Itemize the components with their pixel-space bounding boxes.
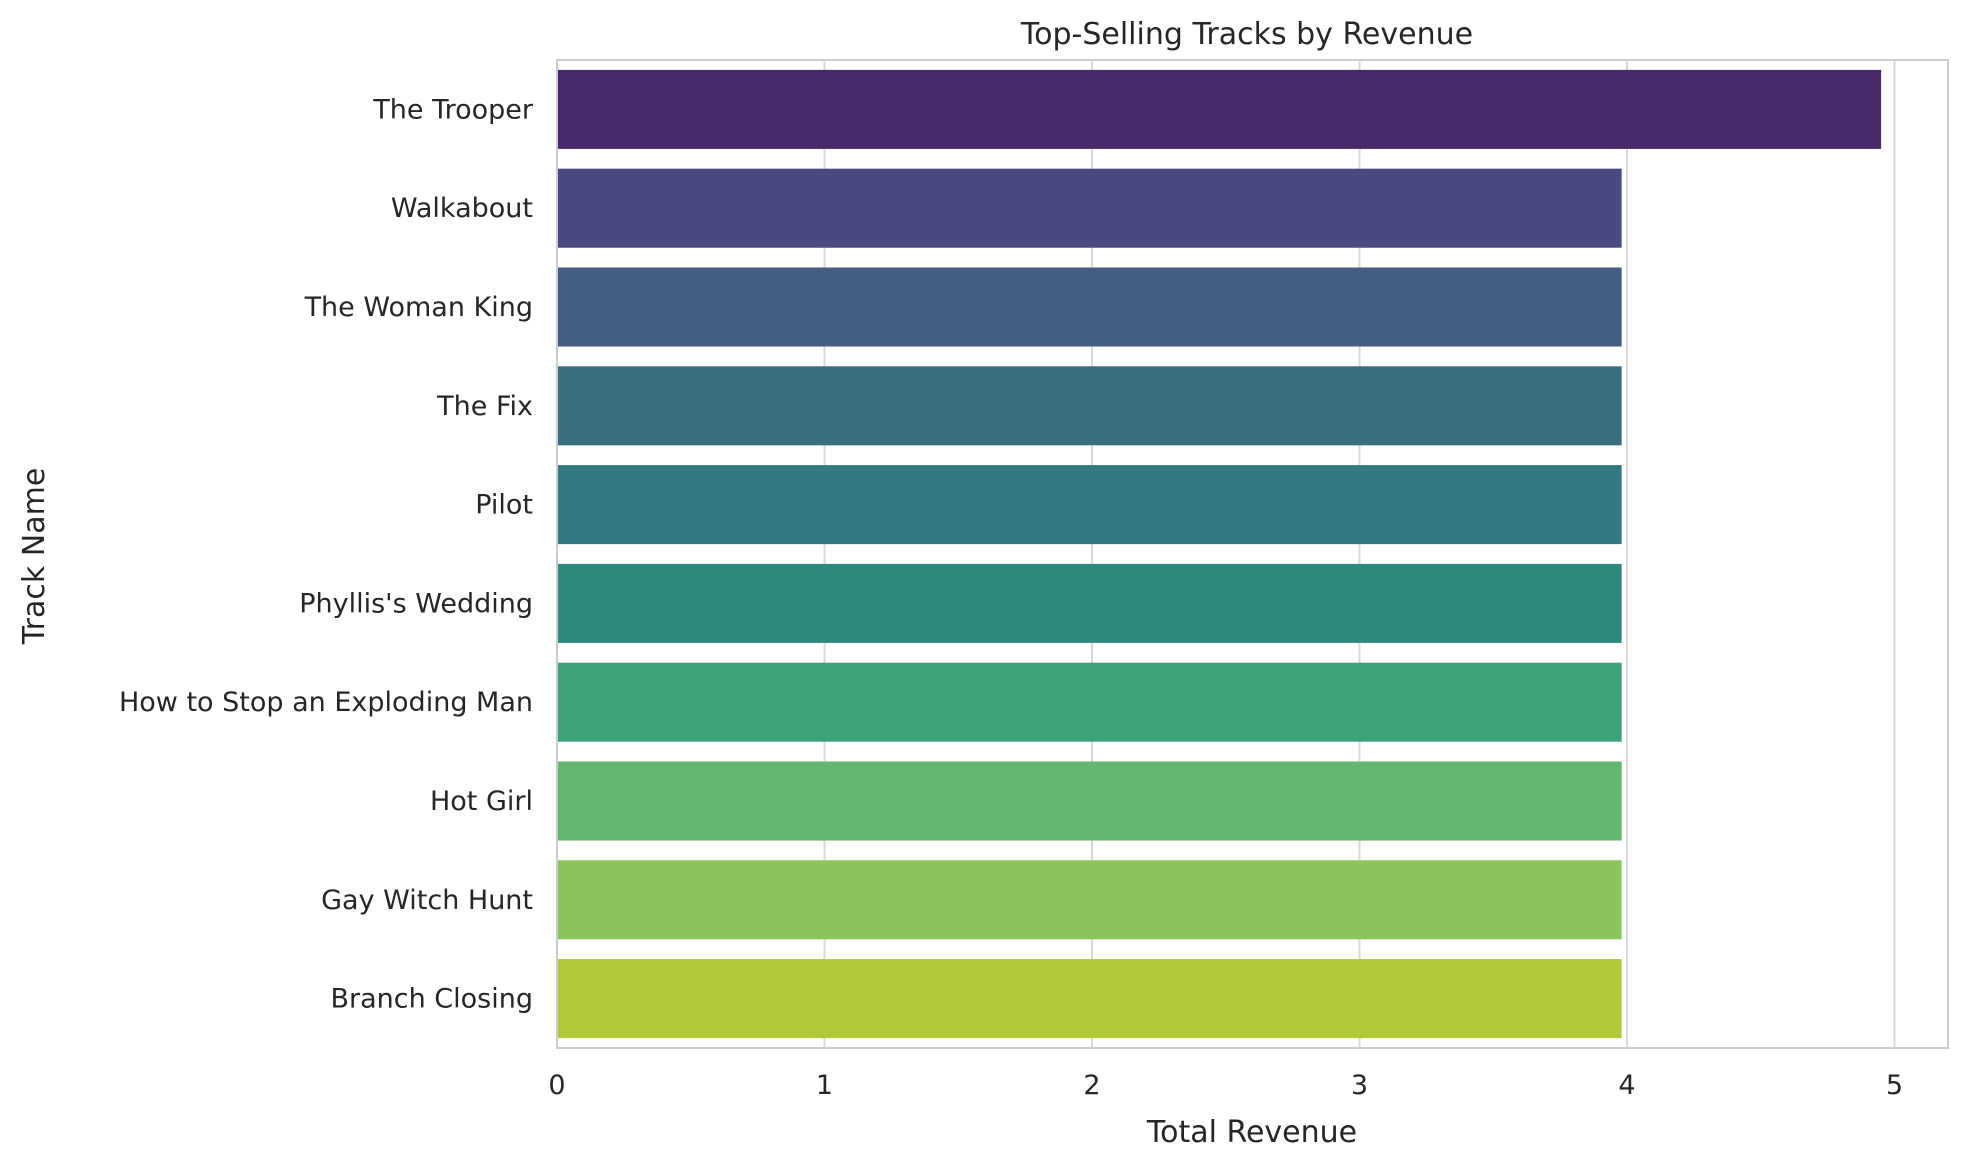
x-tick-label: 3	[1351, 1070, 1368, 1101]
bar-layer	[557, 69, 1882, 1039]
plot-frame	[556, 59, 1949, 1049]
y-category-label: Hot Girl	[430, 786, 533, 817]
x-tick-label: 1	[816, 1070, 833, 1101]
bar	[557, 860, 1622, 940]
y-category-label: The Fix	[436, 391, 533, 422]
y-category-label: Pilot	[475, 490, 533, 521]
bar	[557, 465, 1622, 545]
y-category-label: The Trooper	[372, 94, 534, 125]
y-axis-label: Track Name	[17, 468, 52, 646]
bar	[557, 69, 1882, 149]
y-category-label: The Woman King	[304, 292, 533, 323]
bar	[557, 563, 1622, 643]
y-category-label: Gay Witch Hunt	[321, 885, 533, 916]
y-category-labels: The Trooper Walkabout The Woman King The Fi…	[119, 94, 534, 1014]
x-tick-label: 0	[548, 1070, 565, 1101]
bar	[557, 366, 1622, 446]
x-tick-label: 5	[1886, 1070, 1903, 1101]
y-category-label: How to Stop an Exploding Man	[119, 687, 533, 718]
y-category-label: Branch Closing	[330, 984, 533, 1015]
x-tick-label: 4	[1618, 1070, 1635, 1101]
y-category-label: Walkabout	[391, 193, 533, 224]
chart-title: Top-Selling Tracks by Revenue	[1020, 17, 1473, 52]
bar	[557, 761, 1622, 841]
x-tick-labels: 0 1 2 3 4 5	[548, 1070, 1903, 1101]
bar	[557, 168, 1622, 248]
bar	[557, 267, 1622, 347]
bar	[557, 959, 1622, 1039]
x-axis-label: Total Revenue	[1146, 1115, 1357, 1150]
y-category-label: Phyllis's Wedding	[299, 588, 533, 619]
x-tick-label: 2	[1083, 1070, 1100, 1101]
bar	[557, 662, 1622, 742]
